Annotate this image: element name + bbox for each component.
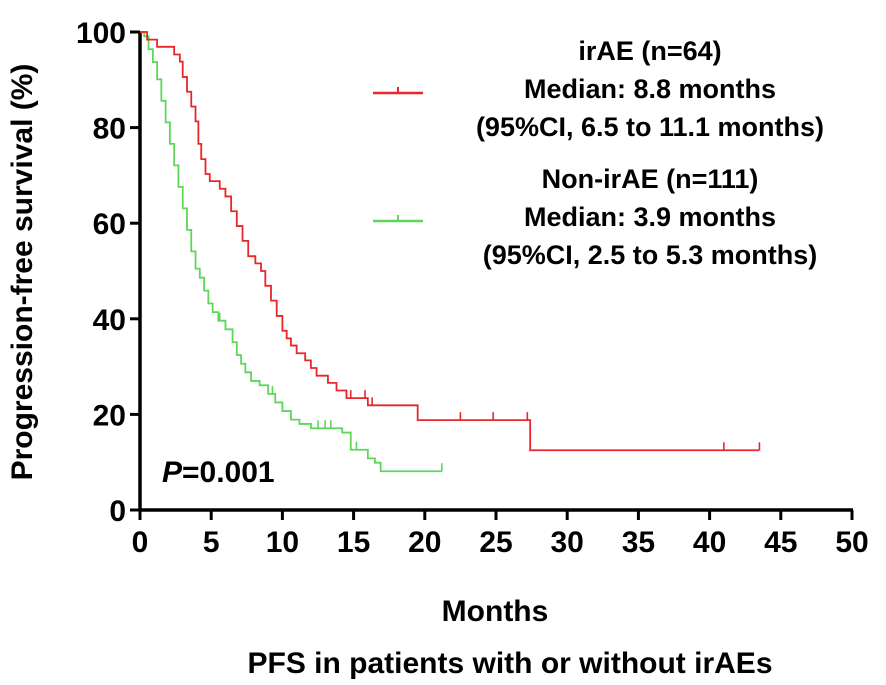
x-tick-label: 35 bbox=[622, 526, 655, 559]
legend-entry-iraE: irAE (n=64) Median: 8.8 months (95%CI, 6… bbox=[373, 36, 824, 142]
legend-non-irae-line1: Non-irAE (n=111) bbox=[542, 164, 759, 194]
legend-irae-line1: irAE (n=64) bbox=[578, 36, 721, 66]
x-tick-label: 45 bbox=[764, 526, 797, 559]
x-tick-label: 15 bbox=[337, 526, 370, 559]
y-tick-label: 100 bbox=[76, 17, 126, 50]
legend-non-irae-line2: Median: 3.9 months bbox=[524, 202, 776, 232]
legend-entry-non-irae: Non-irAE (n=111) Median: 3.9 months (95%… bbox=[373, 164, 817, 270]
x-tick-label: 30 bbox=[551, 526, 584, 559]
y-axis-title: Progression-free survival (%) bbox=[6, 64, 39, 481]
p-value-label: P bbox=[162, 456, 183, 489]
series-line-non-irae bbox=[140, 31, 442, 473]
y-tick-label: 20 bbox=[93, 399, 126, 432]
x-tick-label: 0 bbox=[132, 526, 149, 559]
legend-irae-line3: (95%CI, 6.5 to 11.1 months) bbox=[476, 112, 824, 142]
x-axis-title: Months bbox=[442, 595, 549, 628]
x-tick-label: 20 bbox=[408, 526, 441, 559]
y-tick-label: 80 bbox=[93, 113, 126, 146]
p-value-text: =0.001 bbox=[182, 456, 275, 489]
x-tick-label: 40 bbox=[693, 526, 726, 559]
x-tick-label: 10 bbox=[266, 526, 299, 559]
y-tick-label: 40 bbox=[93, 304, 126, 337]
legend-irae-line2: Median: 8.8 months bbox=[524, 74, 776, 104]
p-value: P=0.001 bbox=[162, 456, 275, 489]
y-tick-label: 60 bbox=[93, 208, 126, 241]
legend: irAE (n=64) Median: 8.8 months (95%CI, 6… bbox=[373, 36, 824, 270]
x-tick-label: 50 bbox=[835, 526, 868, 559]
x-tick-label: 5 bbox=[203, 526, 220, 559]
x-tick-label: 25 bbox=[479, 526, 512, 559]
y-tick-label: 0 bbox=[109, 495, 126, 528]
chart-caption: PFS in patients with or without irAEs bbox=[247, 647, 772, 680]
series-line-irae bbox=[140, 31, 760, 452]
legend-non-irae-line3: (95%CI, 2.5 to 5.3 months) bbox=[483, 240, 818, 270]
